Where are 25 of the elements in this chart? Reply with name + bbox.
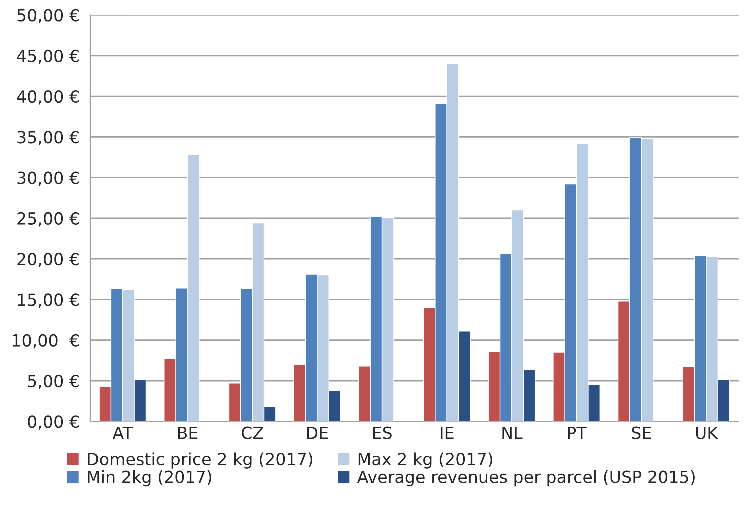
x-tick-label: PT (568, 427, 587, 440)
x-tick-label: ES (373, 426, 392, 440)
y-tick-label: 50,00 € (18, 9, 79, 24)
y-tick-label: 40,00 € (17, 90, 79, 105)
y-tick-label: 45,00 € (17, 50, 79, 64)
x-tick-label: UK (696, 427, 718, 440)
y-tick-label: 25,00 € (18, 212, 79, 227)
y-tick-label: 10,00 € (12, 334, 79, 349)
legend-label: Domestic price 2 kg (2017) (88, 452, 313, 469)
y-tick-label: 15,00 € (18, 294, 79, 308)
y-tick-label: 0,00 € (28, 416, 79, 430)
x-tick-label: IE (441, 427, 454, 440)
x-tick-label: AT (112, 427, 134, 440)
legend-label: Average revenues per parcel (USP 2015) (357, 470, 695, 487)
legend-label: Max 2 kg (2017) (358, 452, 492, 469)
x-tick-label: SE (632, 426, 652, 440)
x-tick-label: NL (502, 427, 523, 440)
y-tick-label: 20,00 € (18, 253, 79, 268)
y-tick-label: 35,00 € (18, 131, 79, 146)
x-tick-label: DE (307, 427, 328, 440)
y-tick-label: 5,00 € (28, 374, 79, 390)
y-tick-label: 30,00 € (18, 172, 79, 186)
x-tick-label: BE (178, 427, 198, 440)
legend-label: Min 2kg (2017) (88, 470, 212, 487)
x-tick-label: CZ (242, 426, 264, 440)
